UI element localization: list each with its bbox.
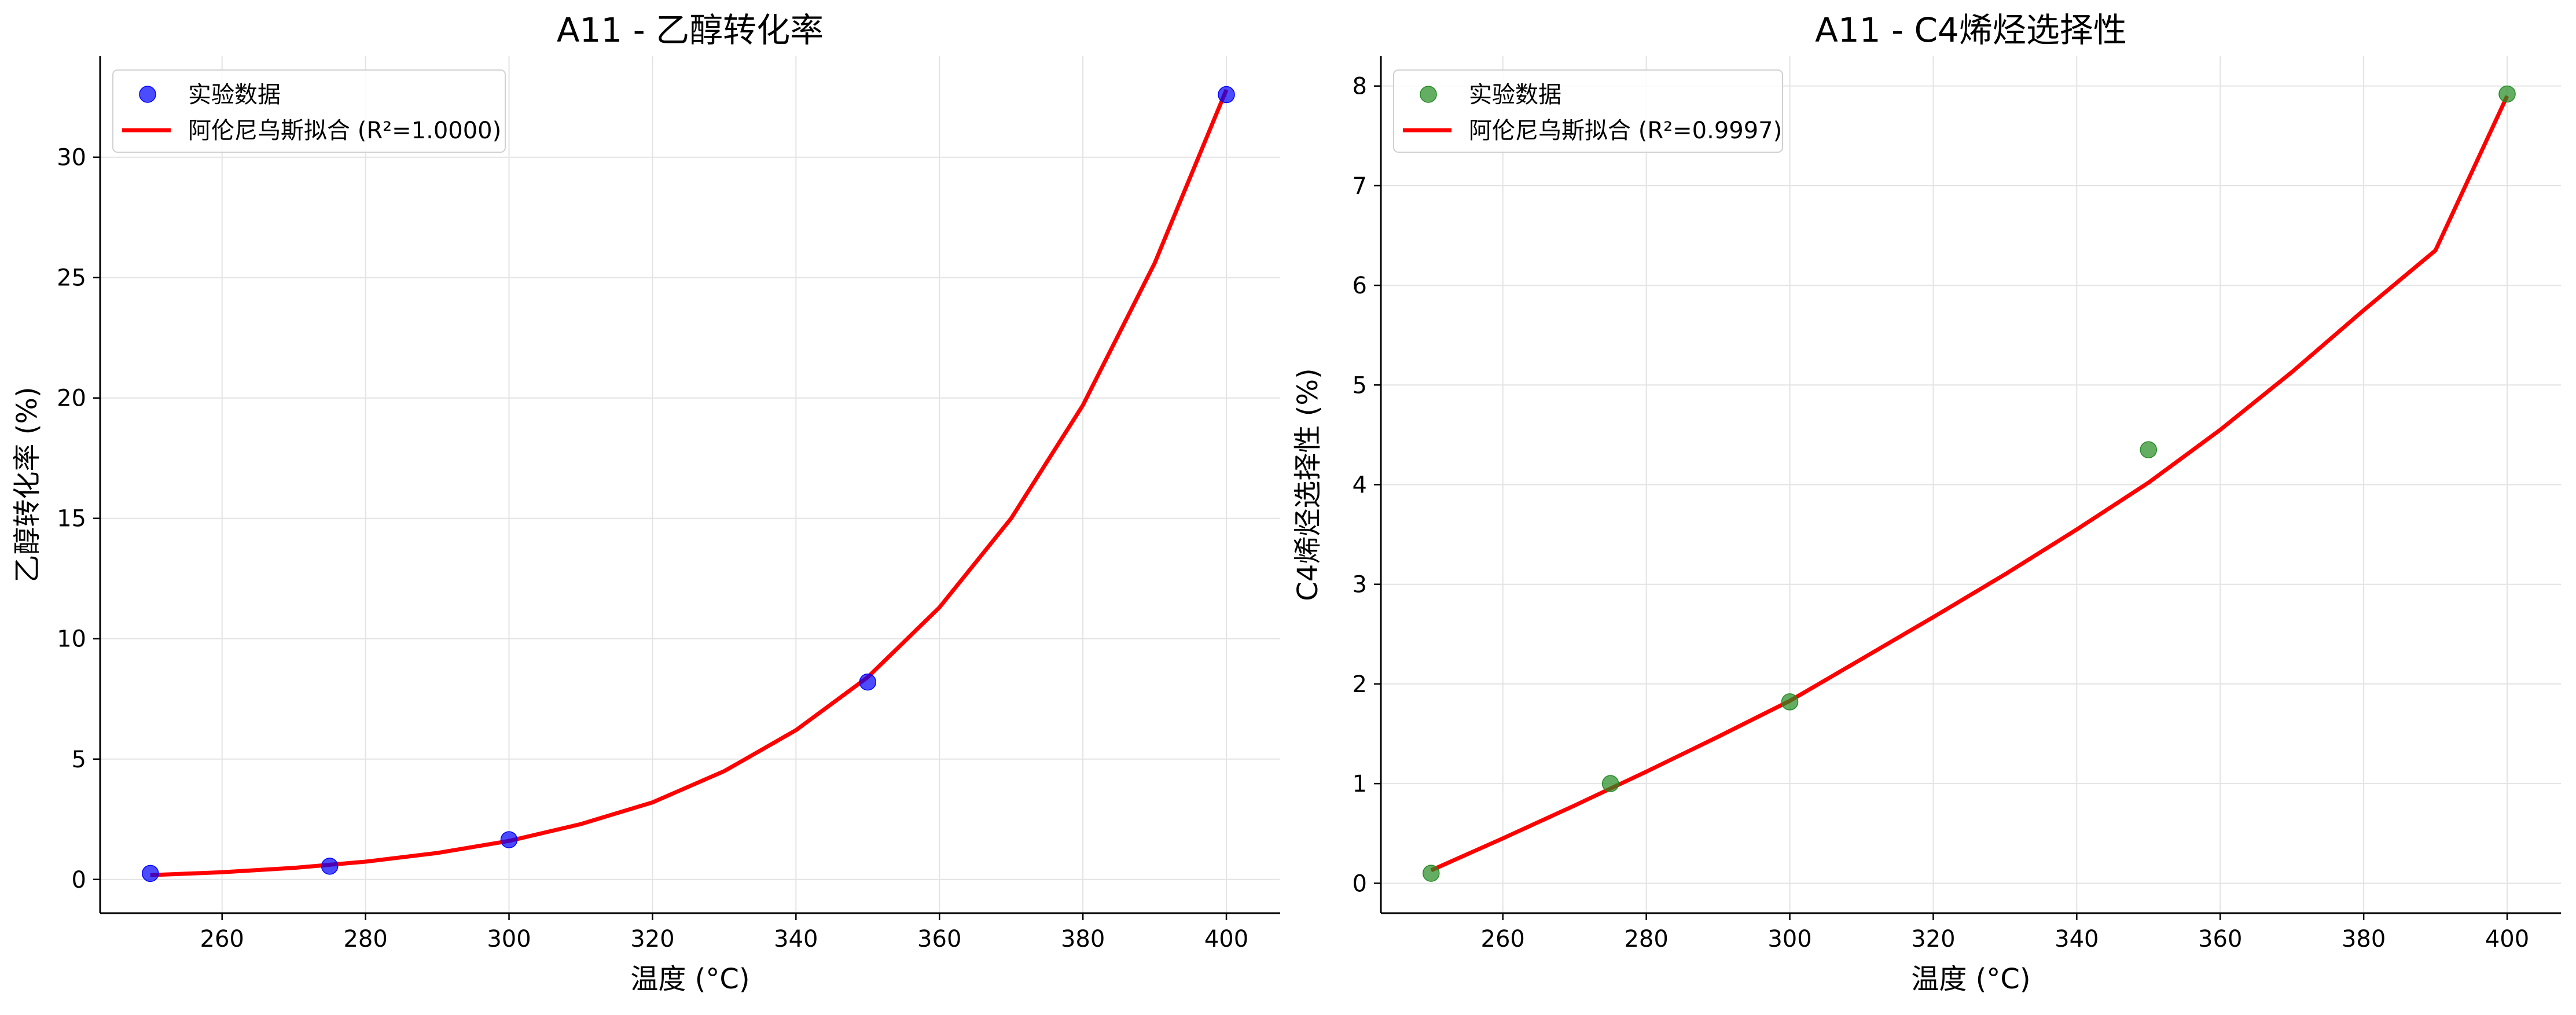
x-tick-label: 280 [343,926,387,953]
fit-curve-layer [150,89,1229,877]
chart-title: A11 - C4烯烃选择性 [1815,10,2127,50]
axes [1374,56,2561,920]
chart-panel-ethanol-conversion: 260 280 300 320 340 360 380 400 0 5 10 15 20 25 30 A1… [11,10,1280,995]
fit-curve [1430,95,2509,873]
x-tick-labels: 260 280 300 320 340 360 380 400 [200,926,1249,953]
y-tick-label: 6 [1353,273,1367,299]
y-tick-label: 10 [57,626,86,653]
x-tick-label: 320 [1911,926,1955,953]
legend-label-fit: 阿伦尼乌斯拟合 (R²=0.9997) [1469,117,1782,144]
y-tick-label: 5 [1353,372,1367,399]
legend-label-fit: 阿伦尼乌斯拟合 (R²=1.0000) [188,117,501,144]
x-tick-label: 340 [774,926,818,953]
y-axis-label: C4烯烃选择性 (%) [1292,368,1324,601]
grid [1381,56,2561,913]
legend-label-scatter: 实验数据 [188,82,281,108]
x-tick-label: 320 [630,926,674,953]
x-tick-label: 300 [487,926,531,953]
axes [93,56,1280,920]
chart-panel-c4-selectivity: 260 280 300 320 340 360 380 400 0 1 2 3 4 5 6 7 8 A11 -… [1292,10,2561,995]
data-point [1781,693,1799,711]
data-points-layer [142,86,1235,882]
y-tick-label: 1 [1353,771,1367,797]
data-point [859,673,877,691]
x-tick-label: 260 [1481,926,1525,953]
y-tick-label: 0 [1353,870,1367,897]
x-axis-label: 温度 (°C) [630,963,749,995]
y-tick-label: 15 [57,506,86,532]
fit-curve [150,89,1229,877]
x-tick-label: 380 [2342,926,2386,953]
fit-curve-layer [1430,95,2509,873]
data-point [1601,775,1619,792]
x-tick-label: 360 [917,926,961,953]
legend-label-scatter: 实验数据 [1469,82,1561,108]
x-tick-label: 400 [2485,926,2529,953]
x-tick-labels: 260 280 300 320 340 360 380 400 [1481,926,2530,953]
legend-marker-scatter [139,86,156,103]
y-tick-label: 0 [72,867,86,893]
grid [100,56,1280,913]
y-tick-label: 25 [57,265,86,292]
legend-box [1393,69,1783,153]
y-tick-label: 20 [57,385,86,412]
data-points-layer [1423,85,2516,882]
legend: 实验数据 阿伦尼乌斯拟合 (R²=0.9997) [1393,69,1783,153]
y-tick-label: 2 [1353,671,1367,698]
x-tick-label: 400 [1204,926,1248,953]
chart-title: A11 - 乙醇转化率 [557,10,824,50]
data-point [2140,441,2158,458]
x-tick-label: 280 [1624,926,1668,953]
data-point [1423,865,1440,882]
data-point [321,858,339,875]
y-tick-label: 30 [57,145,86,171]
y-tick-label: 8 [1353,73,1367,100]
data-point [142,865,159,882]
data-point [1218,86,1235,104]
x-tick-label: 360 [2198,926,2242,953]
y-tick-label: 7 [1353,173,1367,200]
data-point [2498,85,2516,103]
x-tick-label: 340 [2055,926,2099,953]
y-tick-labels: 0 1 2 3 4 5 6 7 8 [1353,73,1367,898]
y-tick-label: 4 [1353,472,1367,499]
x-axis-label: 温度 (°C) [1911,963,2030,995]
x-tick-label: 260 [200,926,244,953]
y-tick-label: 3 [1353,572,1367,598]
y-tick-label: 5 [72,746,86,773]
legend: 实验数据 阿伦尼乌斯拟合 (R²=1.0000) [112,69,506,153]
y-tick-labels: 0 5 10 15 20 25 30 [57,145,86,893]
legend-box [112,69,506,153]
data-point [500,831,518,848]
x-tick-label: 300 [1767,926,1811,953]
y-axis-label: 乙醇转化率 (%) [11,387,43,582]
x-tick-label: 380 [1061,926,1105,953]
legend-marker-scatter [1420,86,1437,103]
